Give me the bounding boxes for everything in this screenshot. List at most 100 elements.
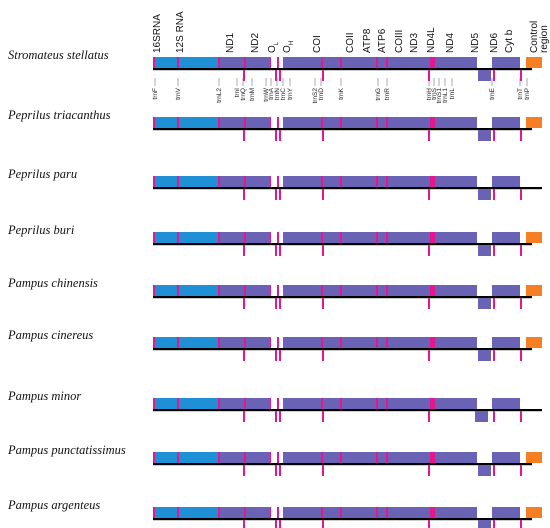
trna-block [428,465,430,476]
trna-block [275,350,277,361]
protein-block [435,285,477,296]
trna-block [428,520,430,528]
nd6-block [478,245,491,256]
trna-label: trnN [274,88,281,101]
trna-block [277,452,279,463]
control-region-label: Control [529,21,540,53]
gene-label: ND2 [250,33,261,53]
protein-block [323,337,340,348]
species-name: Peprilus triacanthus [7,108,111,122]
trna-block [244,285,246,296]
control-region-block [526,452,542,463]
trna-block [430,337,435,348]
trna-label: trnL2 [216,88,223,103]
gene-label: ND5 [470,33,481,53]
trna-label: trnG [375,88,382,101]
protein-block [246,285,270,296]
control-region-block [526,117,542,128]
protein-block [388,232,430,243]
trna-label: trnH [426,88,433,101]
trna-block [322,70,324,81]
nd6-block [478,520,491,528]
rrna-block [179,507,218,518]
trna-block [428,130,430,141]
trna-block [277,507,279,518]
protein-block [323,507,340,518]
gene-label: ATP8 [362,28,373,53]
rrna-block [179,57,218,68]
trna-label: trnV [175,87,182,100]
trna-block [243,245,245,256]
protein-block [283,507,321,518]
trna-block [275,465,277,476]
trna-label: trnS [431,87,438,100]
trna-block [386,337,388,348]
protein-block [378,176,386,187]
rrna-block [179,337,218,348]
trna-block [244,176,246,187]
nd6-block [478,189,491,200]
protein-block [283,337,321,348]
trna-label: trnD [318,88,325,101]
protein-block [492,507,520,518]
trna-block [428,245,430,256]
control-region-block [526,232,542,243]
trna-block [153,507,155,518]
trna-label: trnW [263,87,270,102]
trna-block [244,232,246,243]
protein-block [388,285,430,296]
trna-block [493,520,495,528]
trna-block [376,452,378,463]
trna-block [376,398,378,409]
trna-block [243,298,245,309]
trna-block [340,337,342,348]
trna-block [243,70,245,81]
trna-block [279,189,281,200]
protein-block [323,117,340,128]
trna-block [493,350,495,361]
trna-block [520,130,522,141]
trna-block [153,176,155,187]
control-region-block [526,507,542,518]
trna-block [340,117,342,128]
protein-block [492,176,520,187]
trna-block [386,57,388,68]
rrna-block [179,398,218,409]
trna-block [277,232,279,243]
trna-block [177,452,179,463]
trna-block [322,245,324,256]
trna-block [153,398,155,409]
trna-block [321,57,323,68]
origin-label: OL [267,41,280,53]
trna-block [153,452,155,463]
trna-block [493,411,495,422]
gene-label: ND1 [225,33,236,53]
trna-block [493,70,495,81]
protein-block [246,57,270,68]
trna-block [243,411,245,422]
protein-block [323,452,340,463]
species-track: Pampus minor [7,389,542,422]
nd6-block [478,70,491,81]
protein-block [323,398,340,409]
control-region-block [526,285,542,296]
trna-block [340,452,342,463]
species-name: Pampus minor [7,389,81,403]
trna-block [520,245,522,256]
gene-header: 16SRNA 12S RNA ND1 ND2 COI COII ATP8 ATP6 COIII N… [152,11,550,53]
species-name: Peprilus buri [7,223,75,237]
trna-block [270,337,271,348]
trna-block [340,507,342,518]
trna-block [493,245,495,256]
protein-block [435,507,477,518]
protein-block [388,337,430,348]
protein-block [220,285,244,296]
trna-block [270,398,271,409]
nd6-block [478,350,491,361]
gene-label: COII [345,32,356,53]
trna-block [428,298,430,309]
protein-block [388,57,430,68]
trna-block [520,465,522,476]
trna-block [243,350,245,361]
